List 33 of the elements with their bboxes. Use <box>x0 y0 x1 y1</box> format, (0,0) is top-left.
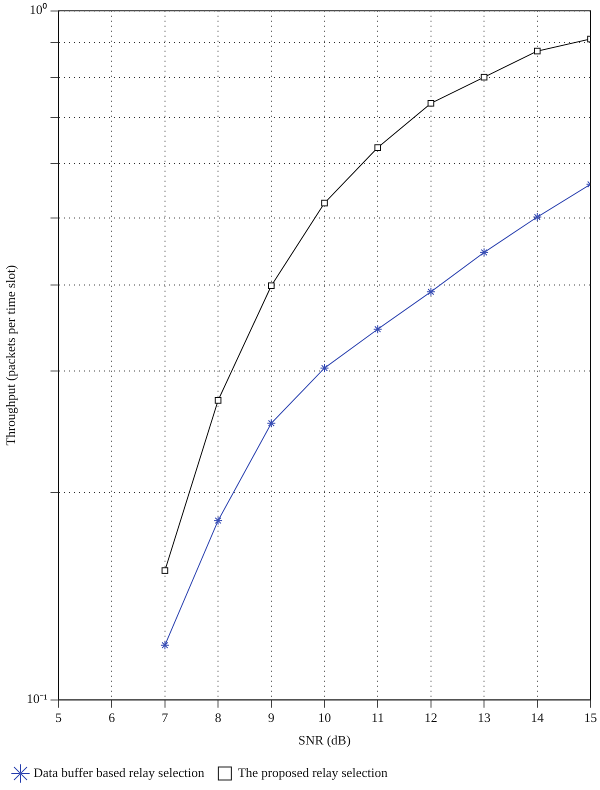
point <box>374 144 382 151</box>
point <box>426 287 436 296</box>
x-tick-label: 11 <box>371 710 384 726</box>
x-tick-label: 14 <box>530 710 544 726</box>
y-tick-label: 10⁻¹ <box>26 691 48 706</box>
legend-label: Data buffer based relay selection <box>34 764 205 780</box>
legend-label: The proposed relay selection <box>238 764 388 780</box>
point <box>373 324 382 334</box>
point <box>480 74 488 81</box>
point <box>321 200 328 206</box>
x-tick-label: 5 <box>55 710 62 726</box>
x-tick-label: 12 <box>424 710 438 726</box>
x-tick-label: 15 <box>584 710 597 726</box>
point <box>320 364 329 373</box>
point <box>532 212 542 222</box>
point <box>428 100 434 107</box>
x-axis-title: SNR (dB) <box>298 732 351 748</box>
point <box>480 248 489 257</box>
point <box>268 282 275 290</box>
y-axis-title: Throughput (packets per time slot) <box>3 265 18 446</box>
point <box>162 567 168 574</box>
point <box>266 418 276 428</box>
x-tick-label: 6 <box>108 710 116 726</box>
x-tick-label: 8 <box>214 710 222 726</box>
x-tick-label: 7 <box>162 710 169 726</box>
point <box>214 397 222 404</box>
point <box>160 640 170 650</box>
y-tick-label: 10⁰ <box>29 2 48 18</box>
point <box>214 516 223 526</box>
x-tick-label: 13 <box>478 710 491 726</box>
x-tick-label: 10 <box>318 710 331 726</box>
x-tick-label: 9 <box>268 710 275 726</box>
point <box>534 48 541 54</box>
